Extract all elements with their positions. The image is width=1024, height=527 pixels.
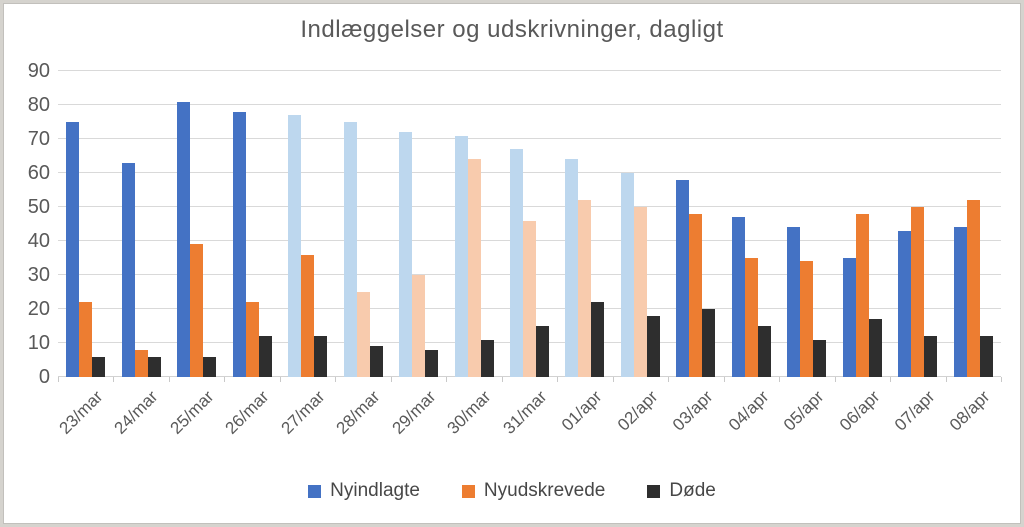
bar-nyindlagte-25/mar bbox=[177, 101, 191, 377]
bar-døde-24/mar bbox=[147, 356, 161, 377]
bar-nyindlagte-31/mar bbox=[510, 149, 523, 377]
bar-døde-31/mar bbox=[536, 326, 549, 377]
bar-døde-23/mar bbox=[92, 356, 106, 377]
bar-døde-03/apr bbox=[702, 309, 716, 377]
x-axis-tick bbox=[335, 377, 337, 382]
bar-døde-06/apr bbox=[868, 319, 882, 377]
legend-item-nyindlagte: Nyindlagte bbox=[308, 480, 420, 502]
legend-swatch-icon bbox=[647, 484, 661, 498]
bar-nyindlagte-04/apr bbox=[731, 217, 745, 377]
legend-item-døde: Døde bbox=[647, 480, 716, 502]
bar-nyindlagte-08/apr bbox=[953, 227, 967, 377]
bar-nyudskrevede-07/apr bbox=[911, 207, 925, 377]
y-axis-tick-label: 40 bbox=[27, 230, 50, 252]
x-axis-tick bbox=[224, 377, 226, 382]
bar-nyudskrevede-30/mar bbox=[467, 159, 481, 377]
bar-døde-27/mar bbox=[314, 336, 328, 377]
gridline-80 bbox=[58, 104, 1001, 105]
bar-nyudskrevede-23/mar bbox=[79, 302, 93, 377]
plot-area: 0 10 20 30 40 50 60 70 80 90 23/mar 24/mar 25/mar 26/… bbox=[28, 60, 1002, 438]
gridline-90 bbox=[58, 70, 1001, 71]
x-axis-tick bbox=[168, 377, 170, 382]
legend-label: Døde bbox=[669, 480, 716, 501]
bar-døde-25/mar bbox=[203, 356, 217, 377]
x-axis-tick bbox=[557, 377, 559, 382]
legend-swatch-icon bbox=[461, 484, 475, 498]
gridline-50 bbox=[58, 206, 1001, 207]
gridline-60 bbox=[58, 172, 1001, 173]
legend: Nyindlagte Nyudskrevede Døde bbox=[0, 480, 1024, 502]
bar-døde-01/apr bbox=[591, 302, 605, 377]
bar-døde-26/mar bbox=[258, 336, 272, 377]
bar-nyindlagte-03/apr bbox=[676, 179, 690, 377]
y-axis-tick-label: 30 bbox=[27, 264, 50, 286]
bar-nyudskrevede-27/mar bbox=[301, 254, 315, 377]
bar-døde-04/apr bbox=[757, 326, 771, 377]
x-axis-tick bbox=[446, 377, 448, 382]
bar-nyindlagte-26/mar bbox=[232, 111, 246, 377]
bar-nyudskrevede-02/apr bbox=[633, 207, 647, 377]
bar-nyudskrevede-04/apr bbox=[744, 258, 758, 377]
y-axis-tick-label: 60 bbox=[27, 162, 50, 184]
bar-døde-05/apr bbox=[813, 339, 827, 377]
bar-døde-07/apr bbox=[924, 336, 938, 377]
bar-nyudskrevede-01/apr bbox=[578, 200, 592, 377]
legend-label: Nyudskrevede bbox=[483, 480, 606, 501]
bar-nyudskrevede-24/mar bbox=[134, 349, 148, 377]
x-axis-tick bbox=[612, 377, 614, 382]
bar-nyindlagte-24/mar bbox=[121, 162, 135, 377]
bar-døde-29/mar bbox=[425, 349, 439, 377]
bar-døde-28/mar bbox=[369, 346, 383, 377]
bar-nyudskrevede-29/mar bbox=[412, 275, 426, 377]
bar-nyudskrevede-28/mar bbox=[356, 292, 370, 377]
y-axis-tick-label: 70 bbox=[27, 128, 50, 150]
bar-nyindlagte-30/mar bbox=[454, 135, 468, 377]
x-axis-tick bbox=[945, 377, 947, 382]
bar-nyudskrevede-05/apr bbox=[800, 261, 814, 377]
legend-item-nyudskrevede: Nyudskrevede bbox=[461, 480, 606, 502]
x-axis-tick bbox=[279, 377, 281, 382]
y-axis-tick-label: 0 bbox=[38, 366, 50, 388]
bar-nyindlagte-02/apr bbox=[620, 173, 634, 377]
x-axis-tick bbox=[723, 377, 725, 382]
x-axis-tick bbox=[834, 377, 836, 382]
bar-døde-02/apr bbox=[646, 315, 660, 377]
bar-nyindlagte-05/apr bbox=[787, 227, 801, 377]
x-axis-tick bbox=[501, 377, 503, 382]
x-axis-tick bbox=[668, 377, 670, 382]
bar-nyudskrevede-25/mar bbox=[190, 244, 204, 377]
legend-swatch-icon bbox=[308, 484, 322, 498]
bar-nyindlagte-23/mar bbox=[66, 122, 80, 377]
bar-nyudskrevede-03/apr bbox=[689, 213, 703, 377]
y-axis-tick-label: 80 bbox=[27, 94, 50, 116]
legend-label: Nyindlagte bbox=[330, 480, 420, 501]
bar-nyudskrevede-08/apr bbox=[966, 200, 980, 377]
x-axis-tick bbox=[390, 377, 392, 382]
x-axis-tick bbox=[113, 377, 115, 382]
bar-nyindlagte-01/apr bbox=[565, 159, 579, 377]
y-axis-tick-label: 50 bbox=[27, 196, 50, 218]
x-axis-tick bbox=[1001, 377, 1002, 382]
y-axis-tick-label: 20 bbox=[27, 298, 50, 320]
bar-nyindlagte-28/mar bbox=[343, 122, 357, 377]
bar-nyindlagte-27/mar bbox=[288, 115, 302, 377]
chart-title: Indlæggelser og udskrivninger, dagligt bbox=[300, 16, 724, 43]
gridline-70 bbox=[58, 138, 1001, 139]
x-axis-tick bbox=[58, 377, 59, 382]
y-axis-tick-label: 90 bbox=[27, 60, 50, 82]
bar-nyudskrevede-31/mar bbox=[523, 220, 536, 377]
bar-døde-08/apr bbox=[979, 336, 993, 377]
bar-nyindlagte-07/apr bbox=[898, 230, 912, 377]
y-axis-tick-label: 10 bbox=[27, 332, 50, 354]
bar-nyindlagte-29/mar bbox=[399, 132, 413, 377]
x-axis-tick bbox=[890, 377, 892, 382]
bar-nyudskrevede-26/mar bbox=[245, 302, 259, 377]
bar-nyindlagte-06/apr bbox=[842, 258, 856, 377]
x-axis-tick bbox=[779, 377, 781, 382]
bar-nyudskrevede-06/apr bbox=[855, 213, 869, 377]
bar-døde-30/mar bbox=[480, 339, 494, 377]
